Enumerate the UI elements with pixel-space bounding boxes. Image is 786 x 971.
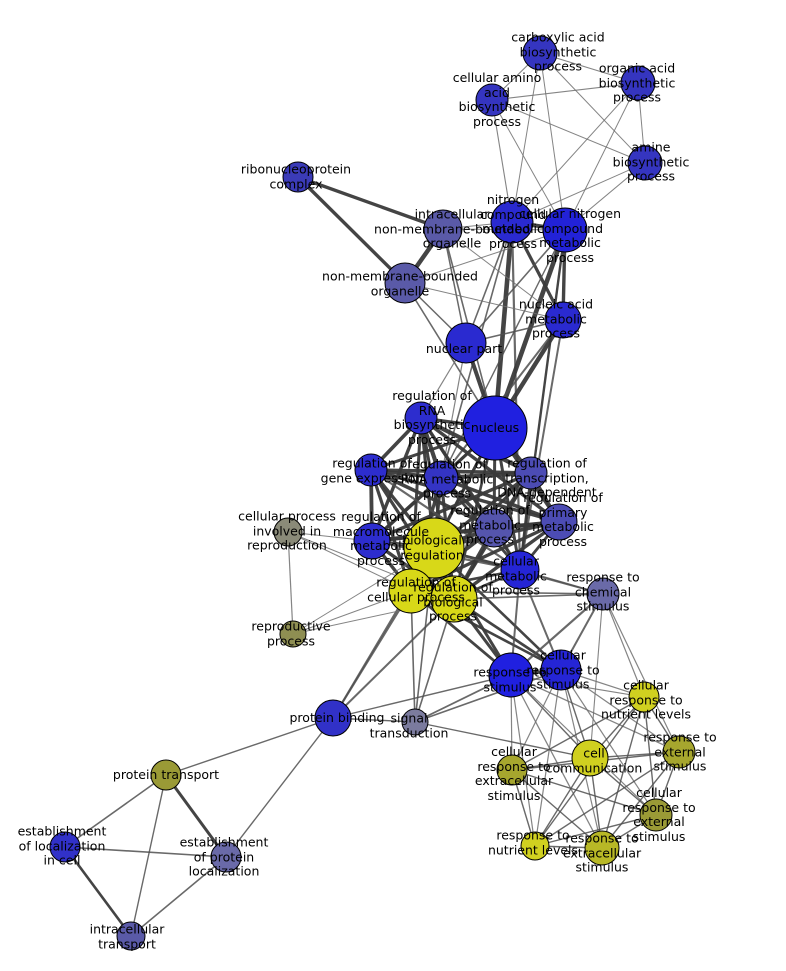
graph-node-regulation-of-biological-process[interactable] <box>430 575 478 623</box>
graph-edge <box>511 769 657 816</box>
graph-edge <box>491 99 646 164</box>
graph-edge <box>589 593 604 759</box>
graph-edge <box>492 229 568 429</box>
graph-node-response-to-chemical-stimulus[interactable] <box>586 577 620 611</box>
graph-edge <box>332 590 412 719</box>
graph-node-regulation-of-rna-biosynthetic-process[interactable] <box>404 401 438 435</box>
graph-node-regulation-of-transcription-dna-dependent[interactable] <box>514 456 548 490</box>
graph-node-nucleus[interactable] <box>462 395 528 461</box>
graph-edge <box>601 751 680 849</box>
graph-node-regulation-of-rna-metabolic-process[interactable] <box>423 460 459 496</box>
graph-node-regulation-of-cellular-process[interactable] <box>388 568 434 614</box>
node-layer <box>49 35 696 951</box>
graph-node-non-membrane-bounded-organelle[interactable] <box>384 262 426 304</box>
graph-edge <box>130 856 227 937</box>
graph-node-carboxylic-acid-biosynthetic-process[interactable] <box>522 35 558 71</box>
graph-edge <box>510 674 680 753</box>
graph-edge <box>602 593 645 698</box>
graph-edge <box>287 531 294 635</box>
graph-edge <box>63 846 133 937</box>
graph-node-protein-transport[interactable] <box>150 759 182 791</box>
graph-edge <box>453 593 604 600</box>
graph-node-cellular-amino-acid-biosynthetic-process[interactable] <box>475 83 509 117</box>
graph-edge <box>442 228 564 321</box>
graph-edge <box>419 416 561 524</box>
graph-edge <box>539 52 566 231</box>
graph-node-amine-biosynthetic-process[interactable] <box>627 145 663 181</box>
graph-edge <box>564 82 639 231</box>
graph-edge <box>440 476 560 524</box>
graph-edge <box>287 531 412 592</box>
graph-edge <box>64 774 167 848</box>
graph-edge <box>370 468 560 524</box>
graph-edge <box>332 674 512 719</box>
edge-layer <box>63 52 680 937</box>
graph-edge <box>404 282 564 321</box>
graph-edge <box>511 162 646 223</box>
graph-node-cellular-response-to-extracellular-stimulus[interactable] <box>496 754 528 786</box>
graph-node-regulation-of-primary-metabolic-process[interactable] <box>540 503 578 541</box>
graph-node-nuclear-part[interactable] <box>445 322 487 364</box>
graph-edge <box>297 175 444 231</box>
graph-node-intracellular-non-membrane-bounded-organelle[interactable] <box>423 209 463 249</box>
graph-edge <box>601 696 645 849</box>
graph-node-regulation-of-metabolic-process[interactable] <box>474 508 514 548</box>
graph-edge <box>370 417 423 542</box>
graph-edge <box>511 696 645 771</box>
graph-edge <box>414 669 562 723</box>
graph-node-organic-acid-biosynthetic-process[interactable] <box>620 65 656 101</box>
graph-node-cellular-response-to-nutrient-levels[interactable] <box>628 681 660 713</box>
graph-edge <box>511 769 603 849</box>
graph-edge <box>370 468 495 530</box>
graph-edge <box>64 846 227 858</box>
graph-edge <box>491 82 639 101</box>
graph-node-establishment-of-localization-in-cell[interactable] <box>49 831 81 863</box>
graph-node-nitrogen-compound-metabolic-process[interactable] <box>490 200 534 244</box>
graph-node-nucleic-acid-metabolic-process[interactable] <box>544 301 582 339</box>
graph-edge <box>534 669 562 847</box>
graph-node-establishment-of-protein-localization[interactable] <box>210 841 242 873</box>
graph-node-cellular-response-to-stimulus[interactable] <box>540 649 582 691</box>
graph-edge <box>164 774 228 858</box>
graph-edge <box>643 696 657 816</box>
graph-edge <box>465 229 566 344</box>
graph-edge <box>602 593 680 753</box>
graph-node-cellular-metabolic-process[interactable] <box>500 550 540 590</box>
graph-edge <box>414 721 591 759</box>
graph-edge <box>332 598 455 719</box>
graph-edge <box>511 52 541 223</box>
graph-edge <box>165 717 334 776</box>
graph-edge <box>560 669 657 816</box>
graph-node-cellular-process-involved-in-reproduction[interactable] <box>273 517 303 547</box>
graph-node-intracellular-transport[interactable] <box>116 921 146 951</box>
graph-edge <box>534 814 657 847</box>
graph-edge <box>296 175 407 285</box>
graph-node-response-to-nutrient-levels[interactable] <box>520 831 550 861</box>
graph-node-cellular-response-to-external-stimulus[interactable] <box>639 798 673 832</box>
graph-edge <box>492 221 515 429</box>
graph-node-regulation-of-macromolecule-metabolic-process[interactable] <box>353 522 391 560</box>
graph-node-response-to-external-stimulus[interactable] <box>662 735 696 769</box>
graph-node-cell-communication[interactable] <box>571 739 609 777</box>
graph-node-response-to-extracellular-stimulus[interactable] <box>584 830 620 866</box>
graph-edge <box>410 520 560 593</box>
graph-node-reproductive-process[interactable] <box>279 620 307 648</box>
graph-edge <box>465 221 513 344</box>
graph-node-response-to-stimulus[interactable] <box>488 652 534 698</box>
graph-node-regulation-of-gene-expression[interactable] <box>354 453 388 487</box>
graph-edge <box>491 99 566 231</box>
graph-edge <box>511 82 639 223</box>
graph-node-ribonucleoprotein-complex[interactable] <box>282 161 314 193</box>
graph-node-cellular-nitrogen-compound-metabolic-process[interactable] <box>542 207 588 253</box>
graph-node-biological-regulation[interactable] <box>403 517 465 579</box>
graph-edge <box>130 774 167 937</box>
graph-edge <box>225 717 334 858</box>
graph-edge <box>404 229 566 284</box>
graph-node-protein-binding[interactable] <box>314 699 352 737</box>
graph-edge <box>510 674 603 849</box>
graph-edge <box>539 52 646 164</box>
graph-node-signal-transduction[interactable] <box>401 708 429 736</box>
